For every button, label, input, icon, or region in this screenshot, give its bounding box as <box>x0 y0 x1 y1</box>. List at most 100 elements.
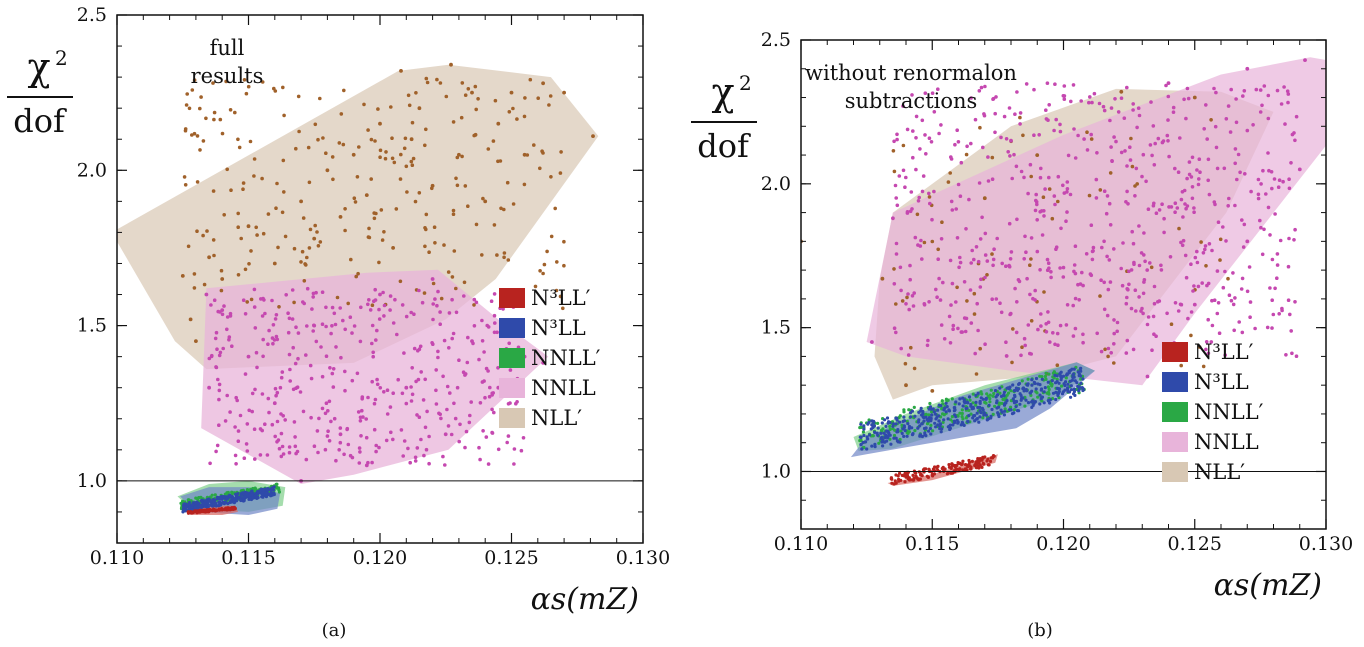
point <box>1233 203 1237 208</box>
point <box>375 328 379 333</box>
point <box>1085 130 1089 134</box>
point <box>333 322 338 327</box>
point <box>984 413 988 417</box>
point <box>1272 177 1277 181</box>
point <box>934 417 938 421</box>
point <box>982 413 986 417</box>
point <box>274 206 278 210</box>
point <box>1114 139 1118 144</box>
point <box>292 300 296 305</box>
point <box>412 346 417 351</box>
point <box>311 291 316 296</box>
point <box>1103 347 1107 352</box>
point <box>449 62 453 67</box>
point <box>1210 298 1214 303</box>
point <box>1021 133 1025 138</box>
point <box>1154 211 1159 215</box>
point <box>1275 263 1280 267</box>
point <box>960 408 964 412</box>
point <box>312 444 317 449</box>
point <box>950 281 955 286</box>
point <box>350 378 355 383</box>
point <box>1125 85 1129 90</box>
point <box>1045 81 1050 85</box>
point <box>1035 153 1040 158</box>
point <box>934 287 938 292</box>
point <box>1022 386 1026 391</box>
point <box>1068 192 1073 197</box>
point <box>320 406 325 411</box>
point <box>885 416 890 420</box>
point <box>401 454 406 458</box>
point <box>1030 383 1034 387</box>
point <box>1286 92 1291 96</box>
point <box>1169 205 1174 209</box>
point <box>958 255 962 260</box>
point <box>1303 58 1307 62</box>
point <box>949 466 953 470</box>
point <box>1070 378 1075 382</box>
point <box>895 203 900 208</box>
point <box>436 355 440 360</box>
point <box>980 406 985 410</box>
point <box>1129 136 1133 141</box>
point <box>314 290 318 295</box>
legend-label: NNLL′ <box>1194 400 1264 424</box>
point <box>416 348 420 353</box>
point <box>1035 202 1039 207</box>
point <box>423 244 427 249</box>
point <box>932 189 936 194</box>
point <box>916 199 921 203</box>
point <box>329 331 333 336</box>
point <box>988 400 992 404</box>
point <box>451 212 456 216</box>
band-1 <box>866 57 1326 386</box>
point <box>188 317 193 322</box>
point <box>1054 381 1058 385</box>
point <box>987 403 991 407</box>
point <box>499 206 503 211</box>
point <box>242 495 246 499</box>
point <box>971 401 975 405</box>
point <box>187 506 191 510</box>
point <box>243 372 248 376</box>
point <box>1010 412 1015 416</box>
point <box>1058 323 1063 328</box>
point <box>1028 162 1033 167</box>
point <box>372 401 377 406</box>
point <box>1052 376 1056 380</box>
point <box>1235 177 1239 182</box>
point <box>907 307 911 312</box>
point <box>256 496 260 500</box>
point <box>976 259 981 264</box>
point <box>1034 387 1038 391</box>
point <box>184 505 188 509</box>
point <box>1045 257 1050 262</box>
point <box>1195 249 1199 254</box>
point <box>541 361 545 365</box>
point <box>974 372 979 376</box>
point <box>914 474 918 478</box>
point <box>1144 179 1148 184</box>
point <box>466 87 471 91</box>
point <box>246 224 251 229</box>
point <box>967 395 972 399</box>
point <box>939 237 944 241</box>
point <box>991 412 995 416</box>
point <box>942 469 946 473</box>
legend-label: N³LL <box>1194 370 1249 394</box>
point <box>277 490 281 494</box>
point <box>961 459 965 463</box>
point <box>266 212 271 216</box>
point <box>1065 303 1070 307</box>
point <box>378 148 383 153</box>
point <box>324 305 328 310</box>
point <box>1030 399 1035 403</box>
point <box>207 255 212 260</box>
point <box>994 395 998 399</box>
point <box>907 430 911 434</box>
point <box>332 311 337 316</box>
point <box>1048 340 1052 344</box>
point <box>181 510 185 514</box>
